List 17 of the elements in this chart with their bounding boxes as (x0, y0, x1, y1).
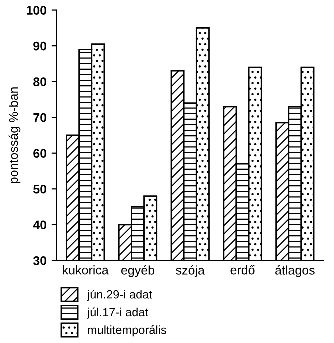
y-tick-label: 100 (26, 6, 47, 15)
x-tick-label: szója (176, 266, 205, 278)
legend-label: multitemporális (88, 326, 166, 337)
y-tick-label: 60 (34, 149, 47, 158)
y-tick-label: 90 (34, 42, 47, 51)
x-tick-label: kukorica (63, 266, 109, 275)
legend-label: júl.17-i adat (87, 308, 148, 319)
y-tick-label: 30 (33, 256, 47, 266)
y-tick-label: 50 (34, 184, 47, 194)
x-tick-label: egyéb (121, 266, 154, 278)
x-tick-label: erdő (230, 265, 255, 275)
y-tick-label: 70 (34, 113, 47, 122)
legend-label: jún.29-i adat (87, 290, 152, 302)
y-axis-title: pontosság %-ban (8, 88, 21, 184)
x-tick-label: átlagos (276, 266, 315, 278)
y-tick-label: 80 (34, 78, 47, 86)
y-tick-label: 40 (33, 220, 47, 230)
